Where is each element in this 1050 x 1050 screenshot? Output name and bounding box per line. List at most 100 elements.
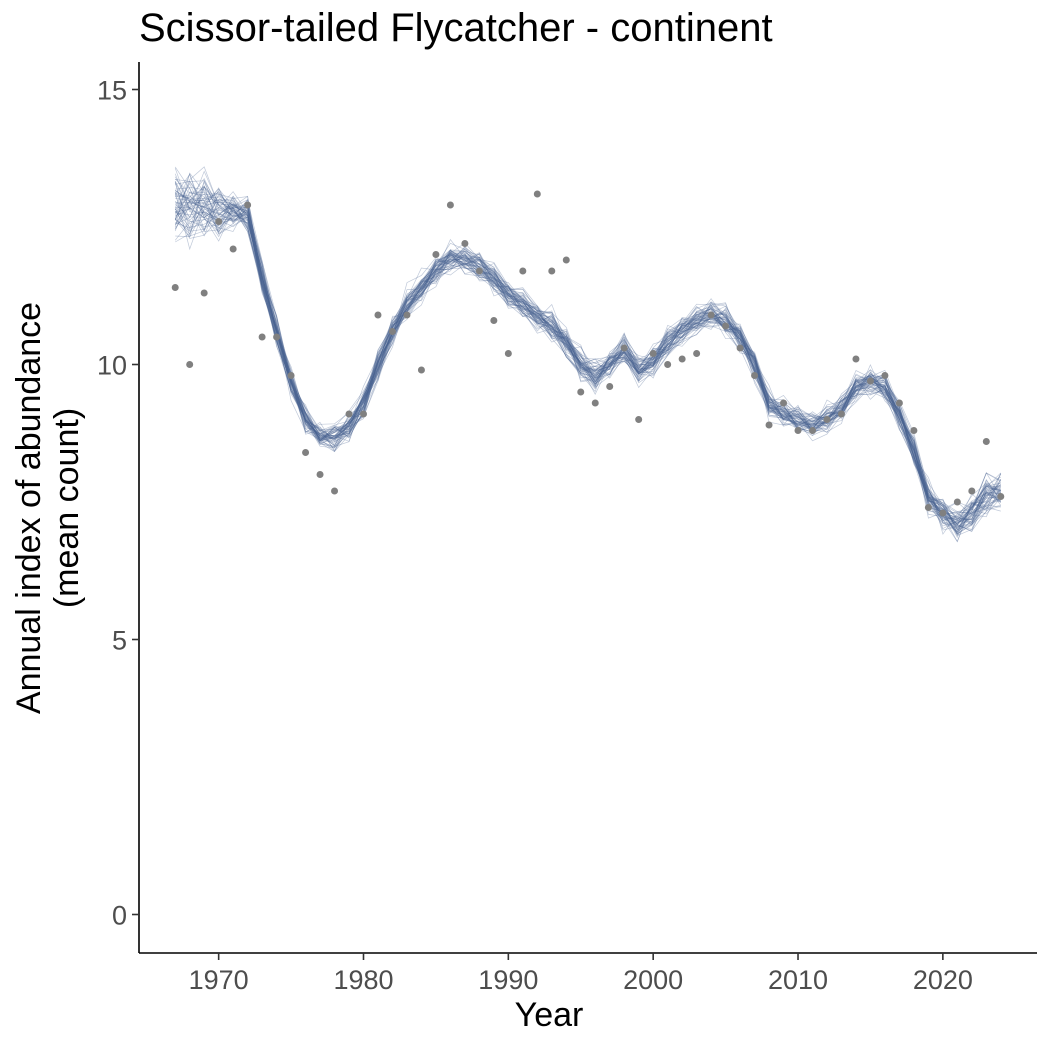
- trajectory-line: [175, 204, 1002, 533]
- observed-point: [577, 388, 585, 396]
- observed-point: [837, 410, 845, 418]
- trajectory-line: [174, 172, 1002, 530]
- trajectory-line: [174, 189, 1001, 533]
- observed-point: [751, 372, 759, 379]
- trajectory-line: [174, 200, 1002, 521]
- trajectory-line: [174, 201, 1001, 526]
- trajectory-line: [175, 198, 1001, 528]
- observed-point: [765, 421, 773, 429]
- trajectory-line: [174, 193, 1002, 523]
- trajectory-line: [175, 198, 1001, 530]
- observed-point: [794, 427, 802, 434]
- axes: 0 5 10 15 1970 1980 1990 2000 2010 2020: [97, 62, 1037, 995]
- observed-point: [403, 311, 411, 319]
- observed-point: [345, 410, 353, 418]
- trajectory-line: [174, 186, 1001, 543]
- observed-point: [258, 333, 266, 341]
- observed-point: [475, 267, 483, 275]
- trajectory-line: [174, 195, 1002, 532]
- observed-point: [374, 311, 382, 319]
- observed-point: [591, 399, 599, 407]
- trajectory-line: [174, 181, 1001, 528]
- observed-point: [200, 289, 208, 297]
- observed-point: [693, 350, 701, 357]
- trajectory-line: [174, 201, 1001, 533]
- trajectory-line: [174, 211, 1001, 527]
- trajectory-line: [175, 185, 1001, 510]
- x-tick-label: 2010: [768, 965, 828, 995]
- trajectory-line: [174, 173, 1002, 524]
- trajectory-line: [174, 192, 1001, 530]
- trajectory-line: [175, 181, 1001, 518]
- x-tick-label: 2000: [623, 965, 683, 995]
- trajectory-line: [174, 186, 1001, 536]
- trajectory-line: [174, 186, 1001, 527]
- observed-point: [939, 509, 947, 517]
- observed-point: [707, 311, 715, 319]
- trajectory-line: [174, 166, 1001, 523]
- observed-point: [504, 350, 512, 357]
- observed-point: [982, 438, 990, 445]
- observed-point: [273, 333, 281, 341]
- observed-point: [533, 190, 541, 198]
- trajectory-line: [174, 182, 1002, 523]
- trajectory-line: [174, 176, 1001, 521]
- observed-point: [562, 256, 570, 264]
- trajectory-line: [174, 167, 1002, 525]
- trajectory-line: [174, 180, 1002, 532]
- trajectory-line: [174, 182, 1002, 515]
- trajectory-line: [175, 207, 1002, 535]
- observed-point: [229, 245, 237, 253]
- observed-point: [924, 504, 932, 511]
- trajectory-line: [174, 191, 1002, 516]
- observed-point: [678, 355, 686, 363]
- observed-point: [664, 361, 672, 368]
- observed-point: [736, 344, 744, 352]
- observed-point: [186, 361, 194, 368]
- observed-point: [417, 366, 425, 374]
- observed-point: [635, 416, 643, 423]
- observed-point: [953, 498, 961, 506]
- trajectory-line: [174, 178, 1001, 524]
- trajectory-line: [174, 195, 1002, 521]
- observed-point: [606, 383, 614, 390]
- trajectory-line: [174, 191, 1002, 530]
- observed-point: [446, 201, 454, 209]
- trajectory-line: [174, 199, 1001, 520]
- observed-point: [287, 372, 295, 379]
- observed-point: [620, 344, 628, 352]
- chart-title: Scissor-tailed Flycatcher - continent: [139, 6, 773, 50]
- trajectory-line: [174, 207, 1001, 531]
- observed-point: [432, 251, 440, 258]
- trajectory-line: [175, 187, 1001, 526]
- trajectory-line: [175, 179, 1002, 518]
- trajectory-line: [175, 191, 1002, 520]
- observed-point: [780, 399, 788, 407]
- observed-point: [722, 322, 730, 330]
- x-tick-label: 1990: [478, 965, 538, 995]
- trajectory-line: [174, 181, 1002, 520]
- observed-point: [215, 218, 223, 225]
- y-tick-label: 10: [97, 351, 127, 381]
- observed-point: [809, 427, 816, 434]
- trajectory-line: [175, 192, 1001, 525]
- observed-point: [649, 350, 657, 357]
- trajectory-line: [174, 181, 1001, 530]
- observed-point: [244, 201, 252, 209]
- trajectory-line: [174, 205, 1001, 524]
- x-tick-label: 1970: [189, 965, 249, 995]
- trajectory-line: [174, 201, 1001, 536]
- trajectory-line: [174, 208, 1002, 525]
- trajectory-line: [175, 201, 1002, 534]
- trajectory-line: [174, 187, 1002, 522]
- trajectory-line: [174, 203, 1001, 531]
- x-tick-label: 1980: [333, 965, 393, 995]
- trajectory-line: [175, 190, 1001, 526]
- trajectory-line: [174, 166, 1001, 515]
- trajectory-line: [174, 201, 1002, 534]
- observed-point: [360, 410, 367, 418]
- trajectory-line: [175, 186, 1001, 526]
- observed-point: [331, 487, 339, 495]
- trajectory-line: [175, 178, 1002, 518]
